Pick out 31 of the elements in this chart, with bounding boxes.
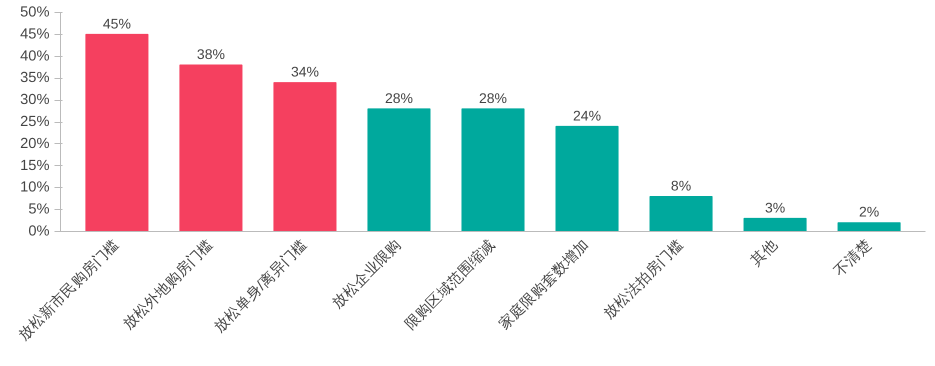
y-tick-label: 20% [20, 136, 50, 152]
y-tick-label: 40% [20, 48, 50, 64]
x-tick-label: 放松法拍房门槛 [600, 236, 687, 322]
data-label: 8% [670, 177, 692, 194]
y-tick-label: 30% [20, 92, 50, 108]
bar [273, 82, 336, 232]
bar [179, 64, 242, 232]
data-label: 28% [384, 90, 413, 106]
bar [85, 34, 148, 232]
y-tick-label: 50% [20, 4, 50, 20]
data-label: 28% [478, 90, 508, 106]
y-tick-label: 25% [20, 114, 50, 130]
data-label: 3% [764, 199, 786, 216]
data-label: 2% [858, 204, 880, 220]
x-tick-label: 不清楚 [830, 236, 875, 280]
bar [555, 126, 619, 232]
x-tick-label: 其他 [747, 236, 781, 270]
data-label: 38% [196, 46, 225, 62]
data-label: 45% [102, 15, 131, 32]
y-tick-label: 45% [20, 26, 50, 42]
data-label: 24% [573, 107, 602, 124]
bar [367, 108, 431, 232]
y-tick-label: 15% [20, 158, 50, 174]
bar [838, 222, 901, 232]
data-label: 34% [290, 64, 319, 80]
bar [744, 218, 807, 232]
bar [650, 196, 713, 232]
bar [461, 108, 525, 232]
y-tick-label: 35% [20, 70, 50, 86]
y-tick-label: 10% [20, 180, 50, 196]
y-tick-label: 5% [28, 202, 50, 218]
